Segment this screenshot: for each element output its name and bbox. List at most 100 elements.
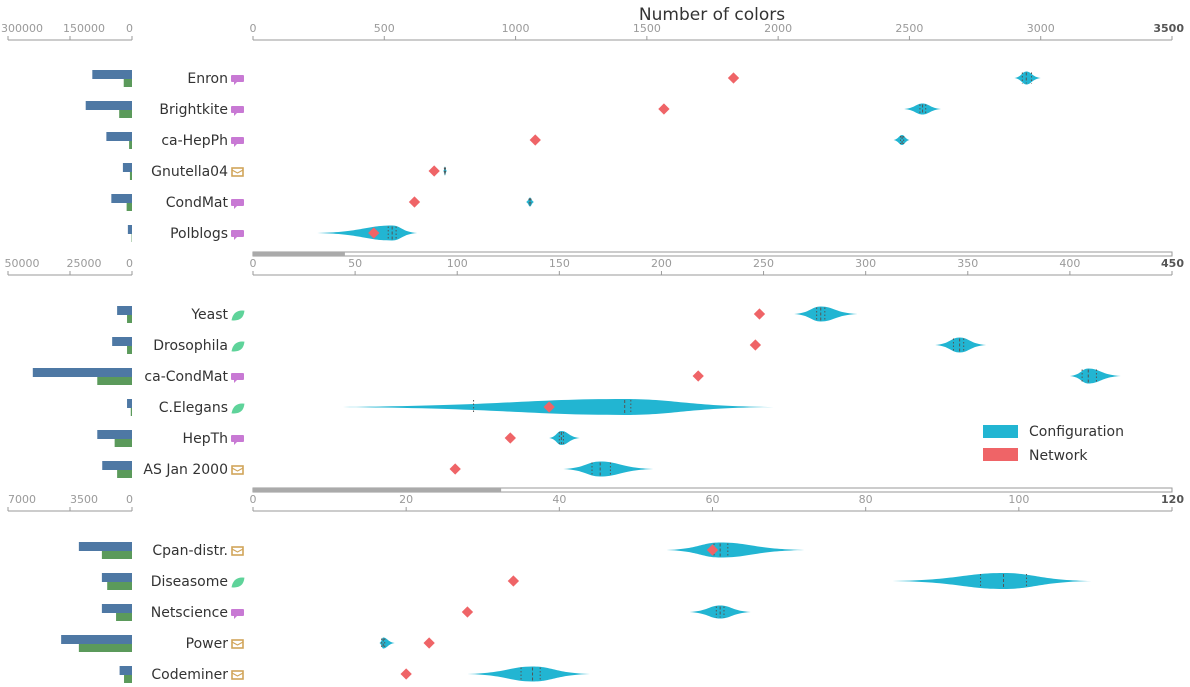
x-tick-label: 0	[250, 493, 257, 506]
dataset-row-drosophila: Drosophila	[112, 337, 987, 354]
network-marker	[543, 401, 555, 413]
bar-blue	[32, 368, 132, 377]
violin-configuration	[549, 431, 580, 445]
chat-icon	[231, 75, 244, 85]
bar-tick-label: 0	[126, 493, 133, 506]
dataset-label: Power	[186, 636, 229, 652]
network-marker	[504, 432, 516, 444]
legend: Configuration Network	[983, 424, 1124, 464]
dataset-label: Brightkite	[159, 102, 228, 118]
bar-blue	[97, 430, 132, 439]
bar-tick-label: 7000	[8, 493, 36, 506]
bar-tick-label: 300000	[1, 22, 43, 35]
dataset-label: Yeast	[190, 307, 228, 323]
dataset-label: Cpan-distr.	[152, 543, 228, 559]
envelope-flap	[231, 467, 244, 472]
bar-green	[126, 203, 132, 211]
network-marker	[428, 165, 440, 177]
chat-icon	[231, 609, 244, 619]
dataset-row-gnutella04: Gnutella04	[122, 163, 447, 180]
dataset-label: Gnutella04	[151, 164, 228, 180]
dataset-row-netscience: Netscience	[101, 604, 751, 621]
bar-green	[124, 675, 132, 683]
envelope-icon	[231, 167, 244, 177]
dataset-row-yeast: Yeast	[117, 306, 858, 323]
violin-configuration	[563, 461, 654, 477]
envelope-flap	[231, 548, 244, 553]
x-tick-label: 3000	[1027, 22, 1055, 35]
network-marker	[408, 196, 421, 208]
dataset-row-cpan-distr: Cpan-distr.	[78, 542, 805, 559]
dataset-row-diseasome: Diseasome	[101, 573, 1092, 590]
network-marker	[461, 606, 474, 618]
panel-3: 0 20 40 60 80 100 120 7000 3500 0 Cpan-distr. Disea…	[7, 493, 1184, 683]
bar-green	[107, 582, 132, 590]
x-tick-label: 150	[549, 257, 570, 270]
bar-blue	[117, 306, 132, 315]
violin-configuration	[467, 666, 590, 682]
bar-blue	[122, 163, 132, 172]
x-tick-label: 80	[859, 493, 873, 506]
network-marker	[449, 463, 461, 475]
bar-green	[119, 110, 132, 118]
envelope-icon	[231, 639, 244, 649]
bar-green	[123, 79, 132, 87]
dataset-label: ca-HepPh	[161, 133, 228, 149]
dataset-label: ca-CondMat	[144, 369, 228, 385]
violin-configuration	[526, 197, 534, 207]
bar-tick-label: 150000	[63, 22, 105, 35]
envelope-icon	[231, 670, 244, 680]
x-tick-label: 40	[552, 493, 566, 506]
bar-green	[101, 551, 132, 559]
legend-label-configuration: Configuration	[1029, 424, 1124, 440]
chart-title: Number of colors	[639, 5, 785, 25]
bar-green	[129, 141, 132, 149]
scrollbar-thumb	[253, 488, 502, 492]
bar-blue	[102, 461, 132, 470]
bar-blue	[78, 542, 132, 551]
violin-configuration	[935, 337, 987, 353]
envelope-icon	[231, 546, 244, 556]
x-tick-label: 3500	[1153, 22, 1184, 35]
bar-blue	[101, 573, 132, 582]
network-marker	[400, 668, 412, 680]
leaf-icon	[231, 341, 245, 352]
bar-blue	[127, 399, 132, 408]
network-marker	[529, 134, 541, 146]
leaf-icon	[231, 403, 245, 414]
dataset-row-ca-condmat: ca-CondMat	[32, 368, 1121, 385]
bar-green	[116, 613, 132, 621]
envelope-icon	[231, 465, 244, 475]
panel-1: 0 500 1000 1500 2000 2500 3000 3500 300000 150000…	[1, 22, 1184, 257]
bar-blue	[101, 604, 132, 613]
network-marker	[507, 575, 520, 587]
network-marker	[423, 637, 435, 649]
bar-blue	[112, 337, 132, 346]
bar-green	[117, 470, 132, 478]
x-tick-label: 100	[447, 257, 468, 270]
legend-label-network: Network	[1029, 448, 1088, 464]
bar-blue	[92, 70, 132, 79]
dataset-label: C.Elegans	[159, 400, 228, 416]
bar-blue	[61, 635, 133, 644]
x-tick-label: 200	[651, 257, 672, 270]
bar-green	[114, 439, 132, 447]
x-tick-label: 1000	[502, 22, 530, 35]
network-marker	[749, 339, 762, 351]
x-tick-label: 50	[348, 257, 362, 270]
scrollbar-thumb	[253, 252, 345, 256]
x-tick-label: 400	[1059, 257, 1080, 270]
bar-green	[127, 315, 132, 323]
leaf-icon	[231, 577, 245, 588]
dataset-label: Diseasome	[151, 574, 228, 590]
bar-green	[129, 172, 132, 180]
bar-blue	[111, 194, 132, 203]
x-tick-label: 250	[753, 257, 774, 270]
network-marker	[706, 544, 719, 556]
bar-green	[130, 408, 132, 416]
legend-swatch-configuration	[983, 425, 1018, 438]
dataset-label: AS Jan 2000	[143, 462, 228, 478]
bar-blue	[127, 225, 132, 234]
dataset-row-power: Power	[61, 635, 435, 652]
chat-icon	[231, 106, 244, 116]
